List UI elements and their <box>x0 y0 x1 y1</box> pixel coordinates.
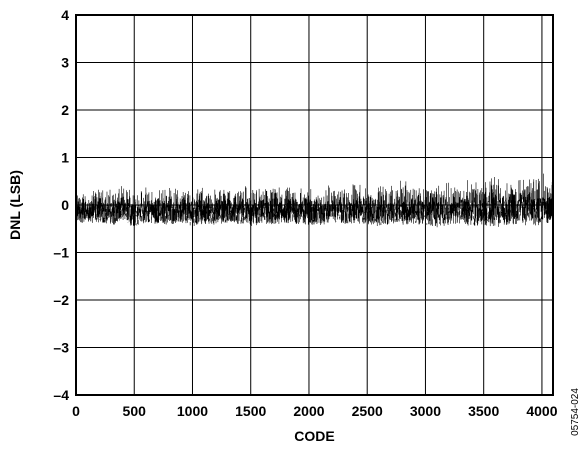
y-tick-label: 3 <box>61 55 69 71</box>
y-tick-label: –3 <box>53 340 69 356</box>
y-tick-label: 4 <box>61 7 69 23</box>
x-tick-label: 500 <box>123 403 147 419</box>
x-tick-label: 1500 <box>235 403 266 419</box>
figure-id: 05754-024 <box>570 388 581 436</box>
x-tick-label: 3000 <box>410 403 441 419</box>
x-tick-label: 4000 <box>526 403 557 419</box>
y-tick-label: –2 <box>53 292 69 308</box>
x-tick-label: 1000 <box>177 403 208 419</box>
y-tick-label: 0 <box>61 197 69 213</box>
y-tick-labels: 4 3 2 1 0 –1 –2 –3 –4 <box>53 7 69 403</box>
y-axis-title: DNL (LSB) <box>7 170 23 240</box>
x-tick-label: 2500 <box>352 403 383 419</box>
plot-frame <box>75 14 554 396</box>
y-tick-label: 1 <box>61 150 69 166</box>
x-axis-title: CODE <box>294 428 334 444</box>
x-tick-label: 2000 <box>293 403 324 419</box>
y-tick-label: –1 <box>53 245 69 261</box>
dnl-trace <box>75 173 554 228</box>
x-tick-label: 3500 <box>468 403 499 419</box>
y-tick-label: 2 <box>61 102 69 118</box>
y-tick-label: –4 <box>53 387 69 403</box>
x-tick-labels: 0 500 1000 1500 2000 2500 3000 3500 4000 <box>72 403 558 419</box>
dnl-series-line <box>75 173 554 228</box>
x-tick-label: 0 <box>72 403 80 419</box>
